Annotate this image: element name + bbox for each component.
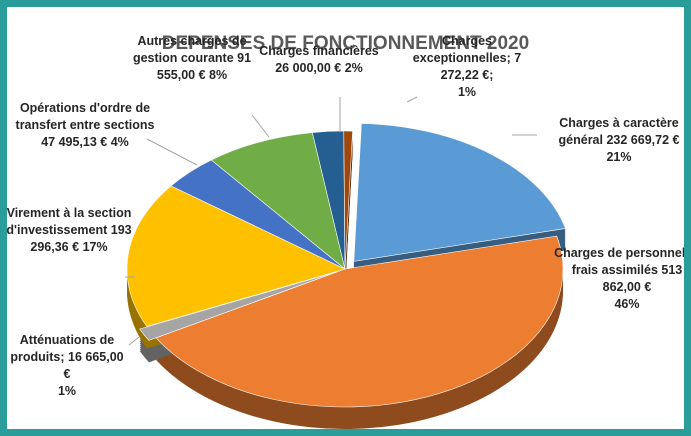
- slice: [343, 130, 353, 270]
- leader-line: [406, 96, 418, 103]
- slice: [353, 123, 566, 262]
- value-label: 47 495,13 €: [41, 135, 108, 149]
- data-label: Autres charges de gestion courante 91 55…: [122, 33, 262, 84]
- percent-label: 4%: [110, 135, 129, 149]
- data-label: Charges à caractère général 232 669,72 €…: [544, 115, 684, 166]
- value-label: 26 000,00 €: [275, 61, 342, 75]
- percent-label: 1%: [57, 384, 77, 398]
- data-label: Charges de personnel et frais assimilés …: [552, 245, 691, 313]
- data-label: Opérations d'ordre de transfert entre se…: [10, 100, 160, 151]
- value-label: 7 272,22 €;: [440, 51, 522, 82]
- pie-area: [125, 96, 566, 429]
- chart-title: DEPENSES DE FONCTIONNEMENT 2020: [161, 33, 530, 54]
- percent-label: 2%: [344, 61, 363, 75]
- data-label: Charges financières 26 000,00 € 2%: [254, 43, 384, 77]
- category-label: Charges à caractère général: [558, 116, 679, 147]
- value-label: 232 669,72 €: [606, 133, 680, 147]
- percent-label: 21%: [606, 150, 632, 164]
- percent-label: 17%: [82, 240, 108, 254]
- value-label: 513 862,00 €: [602, 263, 683, 294]
- value-label: 193 296,36 €: [30, 223, 132, 254]
- data-label: Atténuations de produits; 16 665,00 € 1%: [8, 332, 126, 400]
- category-label: Charges de personnel et frais assimilés: [554, 246, 691, 277]
- category-label: Charges exceptionnelles;: [412, 34, 511, 65]
- leader-line: [146, 138, 198, 166]
- slice: [155, 235, 564, 408]
- leader-line: [128, 336, 140, 346]
- category-label: Virement à la section d'investissement: [6, 206, 132, 237]
- data-label: Charges exceptionnelles; 7 272,22 €; 1%: [412, 33, 522, 101]
- category-label: Atténuations de produits;: [10, 333, 115, 364]
- slice: [210, 132, 346, 270]
- percent-label: 8%: [209, 68, 228, 82]
- slice: [139, 271, 338, 341]
- percent-label: 1%: [457, 85, 477, 99]
- category-label: Opérations d'ordre de transfert entre se…: [15, 101, 155, 132]
- category-label: Charges financières: [259, 44, 379, 58]
- category-label: Autres charges de gestion courante: [132, 34, 247, 65]
- leader-line: [251, 114, 270, 138]
- value-label: 91 555,00 €: [156, 51, 252, 82]
- slice: [126, 185, 346, 327]
- percent-label: 46%: [614, 297, 640, 311]
- data-label: Virement à la section d'investissement 1…: [6, 205, 133, 256]
- value-label: 16 665,00 €: [63, 350, 124, 381]
